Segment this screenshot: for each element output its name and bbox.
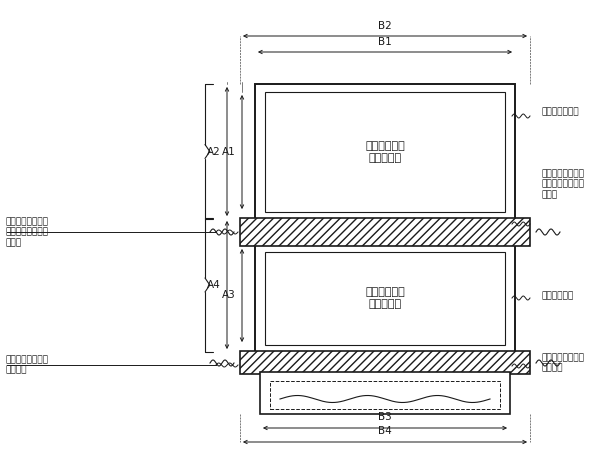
- Text: A1: A1: [222, 147, 236, 157]
- Text: A3: A3: [222, 291, 236, 301]
- Text: 撮影機能付装置と
姿勢変換装置との
連結部: 撮影機能付装置と 姿勢変換装置との 連結部: [542, 169, 585, 199]
- Text: B1: B1: [378, 36, 392, 46]
- Text: A4: A4: [207, 280, 221, 290]
- Bar: [255, 84, 515, 219]
- Text: ベースとバンドと
の連結部: ベースとバンドと の連結部: [542, 353, 585, 373]
- Text: 撮影機能付装置: 撮影機能付装置: [542, 108, 580, 117]
- Text: B3: B3: [378, 412, 392, 422]
- Text: ベースとバンドと
の連結部: ベースとバンドと の連結部: [5, 356, 48, 375]
- Text: A2: A2: [207, 146, 221, 156]
- Bar: [260, 372, 510, 414]
- Text: 撮影機能付装置と
姿勢変換装置との
連結部: 撮影機能付装置と 姿勢変換装置との 連結部: [5, 217, 48, 247]
- Bar: [265, 252, 505, 345]
- Text: B4: B4: [378, 427, 392, 437]
- Text: 第１の表示器
の表示領域: 第１の表示器 の表示領域: [365, 141, 405, 163]
- Bar: [255, 245, 515, 352]
- Text: 第３の表示器
の表示領域: 第３の表示器 の表示領域: [365, 287, 405, 309]
- Bar: [240, 218, 530, 246]
- Bar: [270, 381, 500, 409]
- Bar: [265, 92, 505, 212]
- Text: B2: B2: [378, 20, 392, 30]
- Text: 姿勢変換装置: 姿勢変換装置: [542, 292, 574, 301]
- Bar: [240, 351, 530, 374]
